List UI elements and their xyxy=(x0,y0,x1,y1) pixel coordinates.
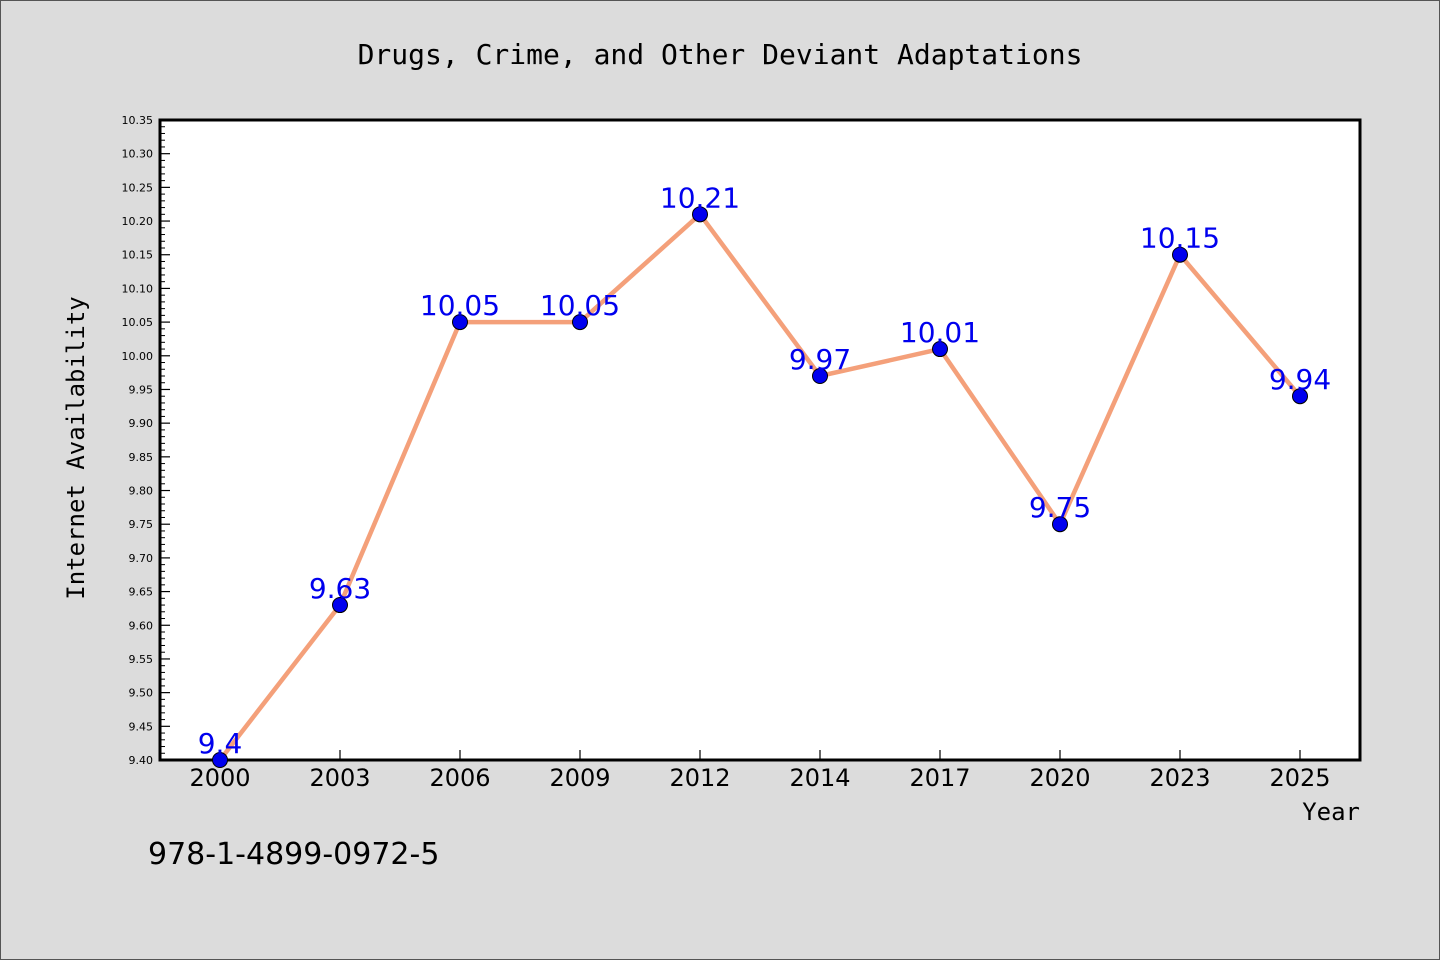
x-tick-label: 2009 xyxy=(549,764,610,792)
data-label: 9.4 xyxy=(198,727,243,760)
y-tick-label: 10.15 xyxy=(122,249,154,262)
x-tick-label: 2000 xyxy=(189,764,250,792)
y-tick-label: 10.05 xyxy=(122,316,154,329)
y-tick-label: 10.35 xyxy=(122,114,154,127)
y-tick-label: 9.85 xyxy=(129,451,154,464)
y-tick-label: 9.80 xyxy=(129,485,154,498)
data-label: 9.75 xyxy=(1029,491,1091,524)
x-tick-label: 2003 xyxy=(309,764,370,792)
x-tick-label: 2014 xyxy=(789,764,850,792)
x-tick-label: 2025 xyxy=(1269,764,1330,792)
y-tick-label: 10.30 xyxy=(122,148,154,161)
y-tick-label: 9.60 xyxy=(129,619,154,632)
y-tick-label: 9.95 xyxy=(129,383,154,396)
y-tick-label: 10.10 xyxy=(122,282,154,295)
x-tick-label: 2006 xyxy=(429,764,490,792)
y-axis-label: Internet Availability xyxy=(62,296,90,599)
data-point xyxy=(452,314,468,331)
y-tick-label: 9.90 xyxy=(129,417,154,430)
y-tick-label: 9.40 xyxy=(129,754,154,767)
x-tick-label: 2012 xyxy=(669,764,730,792)
isbn-annotation: 978-1-4899-0972-5 xyxy=(148,837,439,872)
data-point xyxy=(572,314,588,331)
y-axis: 9.40 9.45 9.50 9.55 9.60 9.65 9.70 9.75 9.80 9.85… xyxy=(122,114,170,767)
y-tick-label: 9.55 xyxy=(129,653,154,666)
y-tick-label: 9.50 xyxy=(129,687,154,700)
y-tick-label: 9.75 xyxy=(129,518,154,531)
data-label: 9.63 xyxy=(309,572,371,605)
data-point xyxy=(932,341,948,358)
data-label: 10.05 xyxy=(540,289,620,322)
x-axis: 2000 2003 2006 2009 2012 2014 2017 2020 2023 2025 xyxy=(189,750,1331,792)
chart-title: Drugs, Crime, and Other Deviant Adaptati… xyxy=(358,38,1083,71)
y-tick-label: 9.70 xyxy=(129,552,154,565)
data-label: 10.01 xyxy=(900,316,980,349)
data-point xyxy=(332,597,348,614)
data-point xyxy=(1052,516,1068,533)
data-points xyxy=(212,206,1308,768)
data-label: 9.94 xyxy=(1269,363,1331,396)
y-minor-ticks xyxy=(160,126,165,754)
x-tick-label: 2023 xyxy=(1149,764,1210,792)
data-labels: 9.4 9.63 10.05 10.05 10.21 9.97 10.01 9.75 10.15… xyxy=(198,181,1331,760)
data-label: 10.21 xyxy=(660,181,740,214)
y-tick-label: 9.65 xyxy=(129,586,154,599)
data-label: 9.97 xyxy=(789,343,851,376)
x-axis-label: Year xyxy=(1302,798,1360,826)
data-point xyxy=(1172,246,1188,263)
plot-area xyxy=(158,118,1362,762)
y-tick-label: 10.25 xyxy=(122,181,154,194)
x-tick-label: 2020 xyxy=(1029,764,1090,792)
series-line xyxy=(218,210,1302,762)
data-point xyxy=(812,368,828,384)
x-tick-label: 2017 xyxy=(909,764,970,792)
series-line-group xyxy=(218,210,1302,762)
y-tick-label: 9.45 xyxy=(129,720,154,733)
data-label: 10.05 xyxy=(420,289,500,322)
data-point xyxy=(692,206,708,223)
data-point xyxy=(1292,388,1308,405)
data-point xyxy=(212,752,228,768)
y-tick-label: 10.00 xyxy=(122,350,154,363)
y-tick-label: 10.20 xyxy=(122,215,154,228)
data-label: 10.15 xyxy=(1140,222,1220,255)
